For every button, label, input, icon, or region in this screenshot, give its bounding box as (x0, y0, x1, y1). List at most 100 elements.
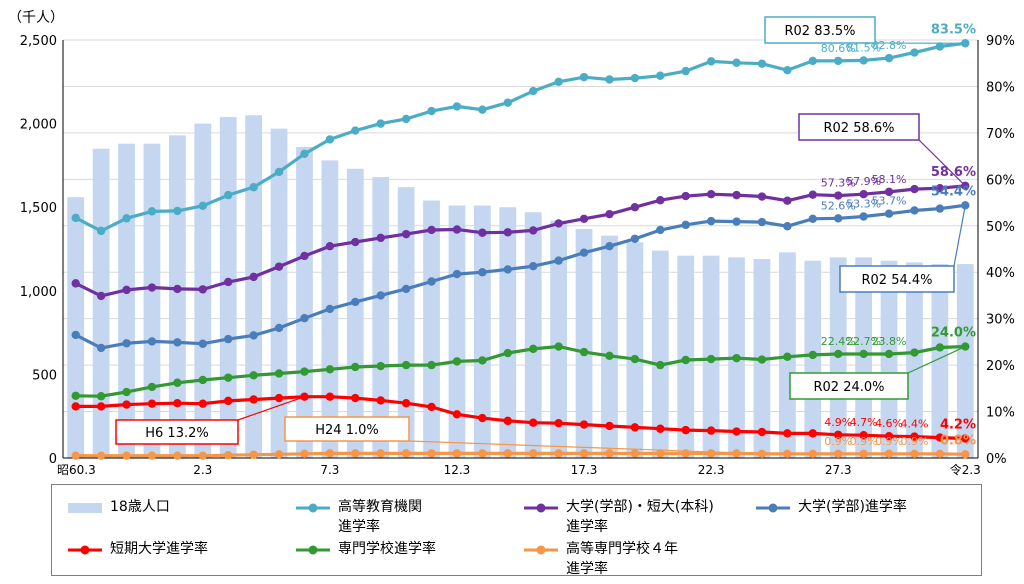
chart-svg: （千人） 0% 10% 20% 30% 40% 50% 60% 70% 80% 90% 0 500 1,… (8, 10, 1015, 477)
series-point (147, 337, 157, 346)
series-point (808, 214, 817, 224)
data-label: 0.9% (850, 435, 878, 448)
legend-item: 短期大学進学率 (68, 539, 208, 559)
legend-swatch (296, 503, 330, 513)
series-point (630, 203, 640, 212)
series-point (732, 353, 741, 363)
series-point (147, 207, 157, 216)
series-point (757, 192, 767, 201)
callout-leader (907, 345, 966, 374)
legend-item: 高等教育機関 進学率 (296, 497, 422, 537)
series-point (681, 425, 690, 435)
series-point (554, 219, 563, 228)
end-data-label: 4.2% (940, 417, 976, 432)
right-tick-label: 70% (986, 127, 1015, 142)
series-point (71, 330, 80, 340)
series-point (681, 191, 690, 201)
bar (423, 200, 440, 458)
series-point (961, 434, 970, 443)
bar (168, 135, 186, 458)
series-point (325, 242, 335, 251)
bar (880, 260, 898, 458)
series-point (884, 349, 894, 359)
legend-item: 大学(学部)・短大(本科) 進学率 (524, 497, 714, 537)
series-point (884, 53, 894, 63)
bar (931, 264, 949, 458)
series-point (452, 410, 462, 419)
series-point (554, 77, 563, 87)
series-point (529, 449, 538, 458)
series-point (96, 291, 106, 301)
series-point (198, 201, 207, 211)
series-point (478, 268, 487, 277)
series-point (401, 449, 411, 458)
end-data-label: 54.4% (931, 184, 976, 199)
legend-label: 高等教育機関 進学率 (338, 499, 422, 535)
bar (296, 147, 313, 458)
series-point (300, 449, 309, 459)
series-point (452, 357, 462, 366)
data-label: 4.4% (900, 418, 928, 431)
series-point (757, 59, 767, 68)
series-point (503, 98, 512, 107)
left-axis-unit: （千人） (8, 10, 64, 26)
series-point (401, 398, 411, 408)
data-label: 4.9% (824, 416, 852, 429)
series-point (656, 225, 665, 235)
series-point (579, 214, 589, 224)
series-point (681, 220, 690, 230)
data-label: 4.7% (850, 416, 878, 429)
series-point (783, 222, 792, 231)
series-point (732, 190, 741, 200)
data-label: 58.1% (872, 173, 907, 186)
series-point (529, 226, 538, 235)
series-point (935, 183, 945, 193)
series-point (401, 229, 411, 239)
series-point (884, 209, 894, 218)
legend-label: 18歳人口 (110, 499, 170, 515)
series-point (325, 135, 335, 144)
series-point (630, 354, 640, 364)
series-point (605, 449, 614, 458)
left-tick-label: 2,000 (20, 118, 57, 133)
series-point (401, 284, 411, 294)
left-tick-label: 2,500 (20, 34, 57, 49)
series-point (783, 352, 792, 361)
series-point (376, 233, 385, 243)
series-point (122, 214, 131, 223)
series-point (656, 360, 665, 370)
series-point (732, 58, 741, 67)
series-point (96, 402, 106, 411)
series-point (325, 365, 335, 374)
series-point (300, 314, 309, 323)
series-point (122, 339, 131, 348)
series-point (198, 399, 207, 408)
series-point (732, 217, 741, 226)
series-line (74, 203, 966, 350)
series-point (173, 398, 182, 408)
x-tick-label: 令2.3 (950, 462, 981, 477)
callout-text: R02 24.0% (813, 380, 884, 395)
series-point (198, 451, 207, 460)
series-point (224, 451, 233, 460)
series-point (757, 355, 767, 364)
series-line (75, 395, 966, 441)
series-point (96, 226, 106, 236)
series-point (71, 391, 80, 400)
series-point (249, 331, 258, 340)
bar (245, 115, 263, 459)
series-point (605, 351, 614, 361)
series-point (249, 371, 258, 380)
series-point (427, 449, 436, 458)
series-point (452, 269, 462, 279)
series-point (351, 393, 360, 403)
bar (372, 177, 390, 458)
series-point (630, 449, 640, 458)
bar (601, 235, 618, 458)
series-point (351, 237, 360, 247)
x-tick-label: 2.3 (193, 463, 212, 477)
series-point (808, 190, 817, 199)
data-label: 22.7% (846, 335, 881, 348)
series-point (554, 342, 563, 351)
